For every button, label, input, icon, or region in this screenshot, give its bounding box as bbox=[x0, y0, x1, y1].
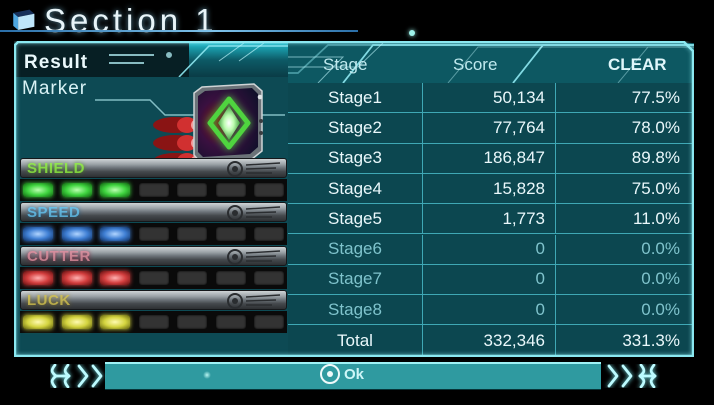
svg-text:Stage: Stage bbox=[323, 55, 367, 74]
svg-text:CLEAR: CLEAR bbox=[608, 55, 667, 74]
svg-text:Score: Score bbox=[453, 55, 497, 74]
svg-text:Result: Result bbox=[24, 52, 88, 73]
